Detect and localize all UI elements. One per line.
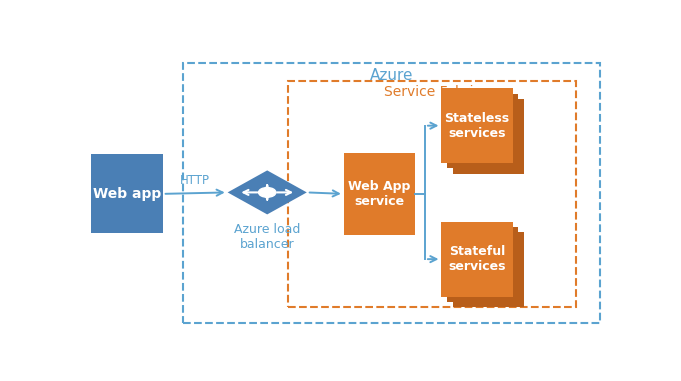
Text: Azure: Azure	[370, 68, 413, 83]
Text: Service Fabric: Service Fabric	[383, 85, 481, 99]
Bar	[183, 63, 600, 323]
Bar	[344, 153, 415, 235]
Bar	[447, 94, 518, 168]
Text: Stateful
services: Stateful services	[448, 245, 506, 273]
Circle shape	[259, 187, 276, 197]
Bar	[453, 232, 524, 307]
Text: Stateless
services: Stateless services	[445, 112, 509, 140]
Text: Web app: Web app	[93, 187, 161, 201]
Text: Azure load
balancer: Azure load balancer	[234, 223, 300, 251]
Bar	[288, 81, 576, 307]
Bar	[441, 88, 513, 163]
Bar	[91, 154, 163, 234]
Bar	[453, 99, 524, 174]
Text: HTTP: HTTP	[180, 173, 210, 187]
Text: Web App
service: Web App service	[348, 180, 411, 208]
Polygon shape	[227, 170, 306, 215]
Bar	[447, 227, 518, 302]
Bar	[441, 222, 513, 296]
